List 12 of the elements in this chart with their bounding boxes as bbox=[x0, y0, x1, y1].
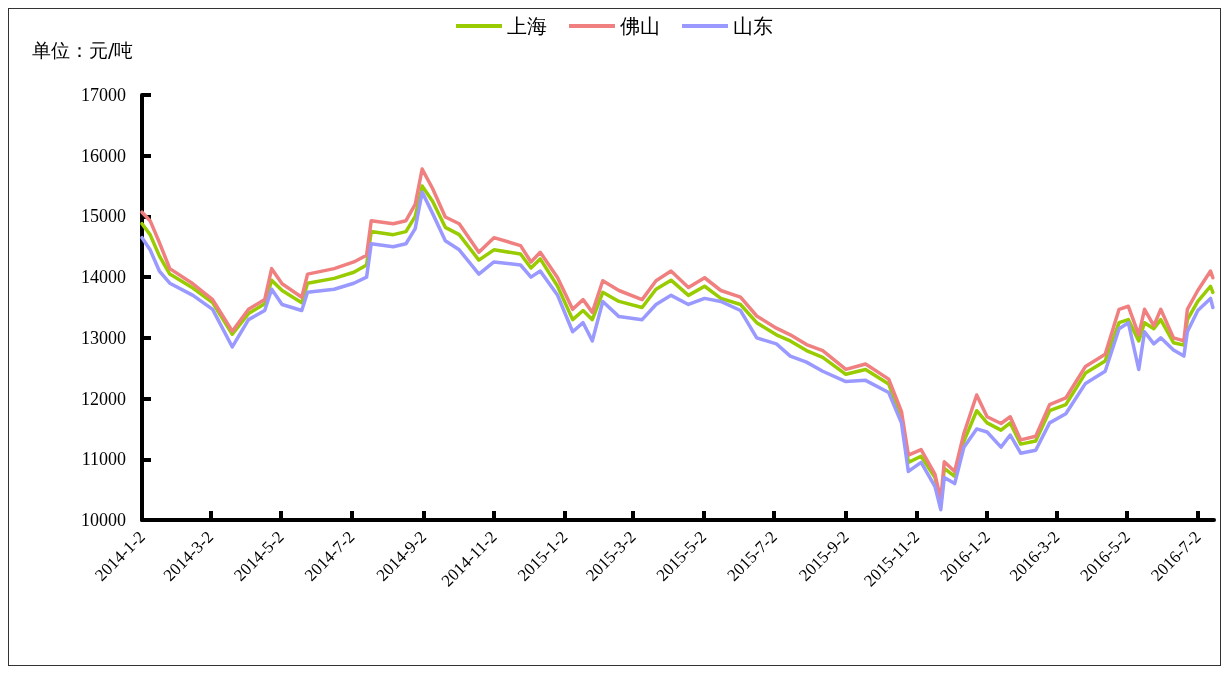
y-tick-label: 16000 bbox=[81, 145, 126, 166]
y-tick-label: 13000 bbox=[81, 327, 126, 348]
legend-label: 佛山 bbox=[620, 14, 660, 38]
y-tick-label: 15000 bbox=[81, 206, 126, 227]
y-axis-title: 单位：元/吨 bbox=[32, 38, 134, 61]
legend-label: 山东 bbox=[733, 14, 773, 38]
y-tick-label: 12000 bbox=[81, 388, 126, 409]
y-tick-label: 11000 bbox=[81, 449, 126, 470]
legend-label: 上海 bbox=[507, 14, 547, 38]
y-tick-label: 10000 bbox=[81, 510, 126, 530]
y-tick-label: 14000 bbox=[81, 267, 126, 288]
y-tick-label: 17000 bbox=[81, 85, 126, 105]
